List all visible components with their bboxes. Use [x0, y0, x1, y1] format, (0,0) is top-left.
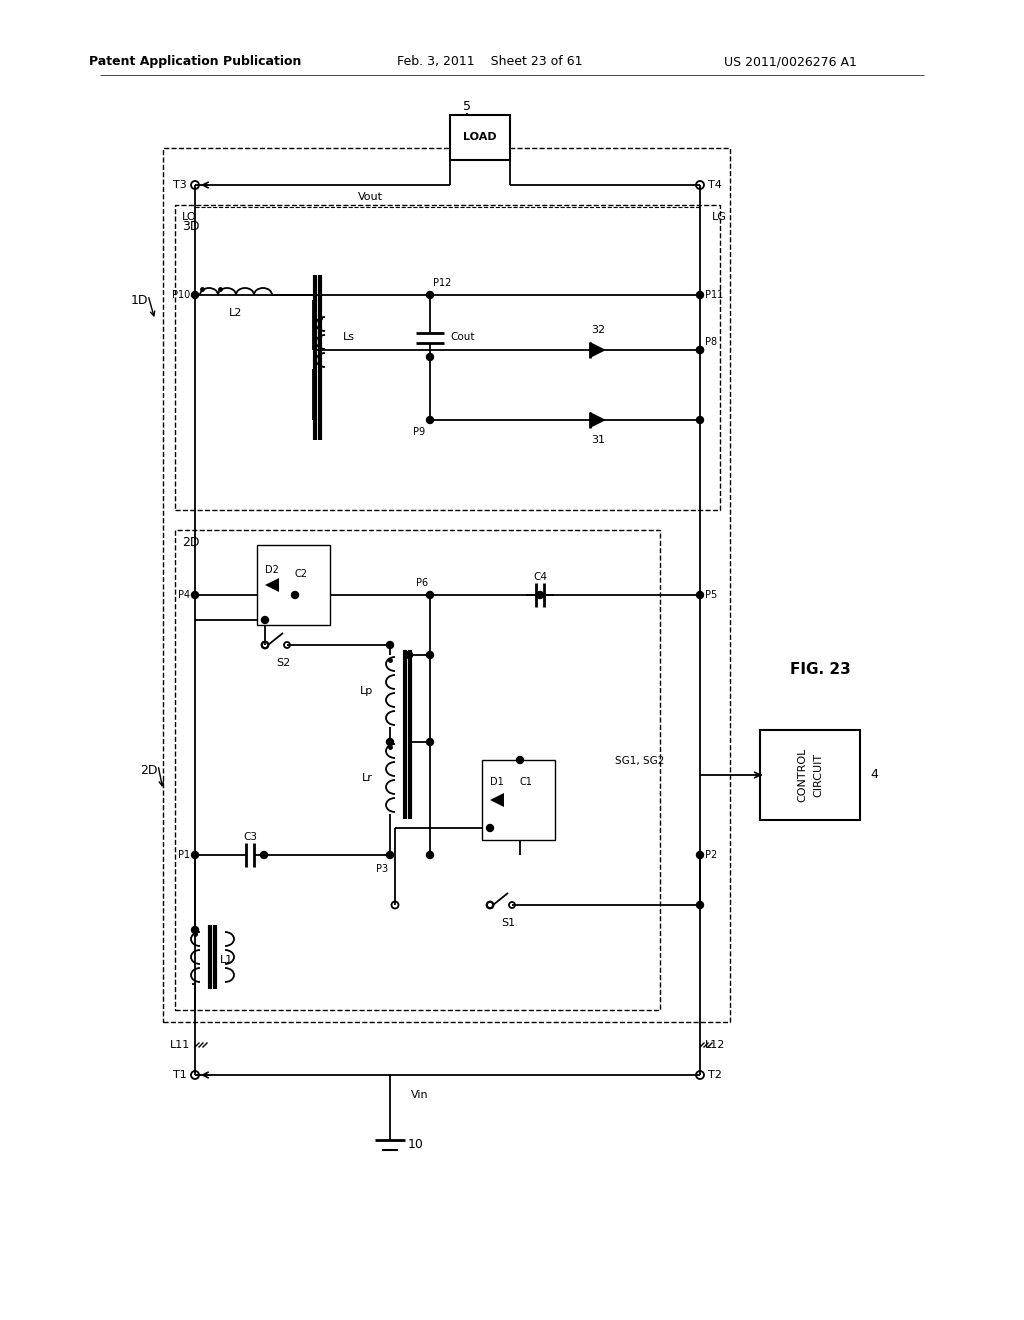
Text: US 2011/0026276 A1: US 2011/0026276 A1	[724, 55, 856, 69]
Circle shape	[696, 346, 703, 354]
Text: P2: P2	[705, 850, 717, 861]
Circle shape	[696, 902, 703, 908]
Circle shape	[427, 738, 433, 746]
Text: 32: 32	[591, 325, 605, 335]
Text: Ls: Ls	[343, 333, 355, 342]
Text: P3: P3	[376, 865, 388, 874]
Text: T4: T4	[708, 180, 722, 190]
Circle shape	[696, 417, 703, 424]
Circle shape	[427, 652, 433, 659]
Circle shape	[696, 851, 703, 858]
Circle shape	[696, 292, 703, 298]
Text: Vout: Vout	[357, 191, 383, 202]
Text: C4: C4	[534, 572, 547, 582]
Bar	[175, 531, 660, 1010]
Text: 2D: 2D	[140, 763, 158, 776]
Text: 3D: 3D	[182, 220, 200, 234]
Circle shape	[406, 652, 413, 659]
Text: LO: LO	[182, 213, 197, 222]
Text: 5: 5	[463, 100, 471, 114]
Text: P10: P10	[172, 290, 190, 300]
Text: D2: D2	[265, 565, 279, 576]
Circle shape	[696, 346, 703, 354]
Circle shape	[537, 591, 544, 598]
Circle shape	[260, 851, 267, 858]
Circle shape	[427, 417, 433, 424]
Text: P5: P5	[705, 590, 717, 601]
Circle shape	[696, 591, 703, 598]
Bar	[175, 205, 720, 510]
Circle shape	[261, 616, 268, 623]
Text: D1: D1	[490, 777, 504, 787]
Text: 1D: 1D	[130, 293, 148, 306]
Text: LG: LG	[712, 213, 727, 222]
Text: FIG. 23: FIG. 23	[790, 663, 850, 677]
Text: 2D: 2D	[182, 536, 200, 549]
Circle shape	[427, 591, 433, 598]
Text: C3: C3	[243, 832, 257, 842]
Text: T3: T3	[173, 180, 187, 190]
Text: 31: 31	[591, 436, 605, 445]
Text: Patent Application Publication: Patent Application Publication	[89, 55, 301, 69]
Text: S1: S1	[501, 917, 515, 928]
Text: S2: S2	[275, 657, 290, 668]
Text: Lp: Lp	[359, 686, 373, 696]
Text: P12: P12	[433, 279, 452, 288]
Text: P1: P1	[178, 850, 190, 861]
Text: Cout: Cout	[450, 333, 474, 342]
Text: 4: 4	[870, 768, 878, 781]
Bar	[450, 115, 510, 160]
Circle shape	[191, 591, 199, 598]
Text: L12: L12	[705, 1040, 725, 1049]
Text: T1: T1	[173, 1071, 187, 1080]
Text: 10: 10	[408, 1138, 424, 1151]
Text: T2: T2	[708, 1071, 722, 1080]
Circle shape	[191, 292, 199, 298]
Circle shape	[516, 756, 523, 763]
Polygon shape	[265, 578, 279, 591]
Text: SG1, SG2: SG1, SG2	[615, 756, 665, 766]
Text: P4: P4	[178, 590, 190, 601]
Text: Lr: Lr	[362, 774, 373, 783]
Circle shape	[427, 354, 433, 360]
Text: L11: L11	[170, 1040, 190, 1049]
Polygon shape	[590, 342, 606, 358]
Text: CIRCUIT: CIRCUIT	[813, 752, 823, 797]
Text: Vin: Vin	[412, 1090, 429, 1100]
Circle shape	[427, 851, 433, 858]
Bar	[257, 545, 330, 624]
Bar	[760, 730, 860, 820]
Circle shape	[191, 851, 199, 858]
Circle shape	[292, 591, 299, 598]
Text: Feb. 3, 2011    Sheet 23 of 61: Feb. 3, 2011 Sheet 23 of 61	[397, 55, 583, 69]
Text: C1: C1	[519, 777, 532, 787]
Bar	[482, 760, 555, 840]
Polygon shape	[490, 793, 504, 807]
Text: CONTROL: CONTROL	[797, 748, 807, 803]
Text: L2: L2	[229, 308, 243, 318]
Text: L1: L1	[220, 954, 233, 965]
Circle shape	[386, 738, 393, 746]
Circle shape	[386, 851, 393, 858]
Circle shape	[427, 292, 433, 298]
Circle shape	[386, 642, 393, 648]
Bar	[163, 148, 730, 1022]
Text: P8: P8	[705, 337, 717, 347]
Text: P6: P6	[416, 578, 428, 587]
Text: P11: P11	[705, 290, 723, 300]
Circle shape	[191, 927, 199, 933]
Circle shape	[486, 825, 494, 832]
Text: C2: C2	[295, 569, 307, 579]
Polygon shape	[590, 412, 606, 428]
Text: P9: P9	[413, 426, 425, 437]
Text: LOAD: LOAD	[463, 132, 497, 143]
